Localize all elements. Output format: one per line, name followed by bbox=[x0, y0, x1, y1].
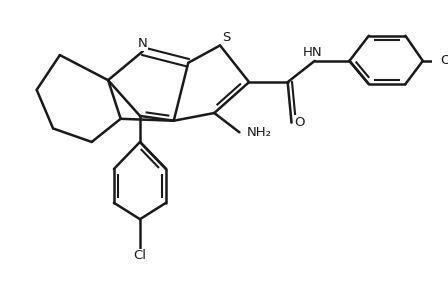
Text: S: S bbox=[222, 31, 230, 44]
Text: NH₂: NH₂ bbox=[247, 126, 272, 139]
Text: HN: HN bbox=[303, 46, 323, 59]
Text: Cl: Cl bbox=[134, 249, 146, 262]
Text: N: N bbox=[138, 37, 148, 50]
Text: O: O bbox=[440, 54, 448, 67]
Text: O: O bbox=[294, 116, 305, 129]
